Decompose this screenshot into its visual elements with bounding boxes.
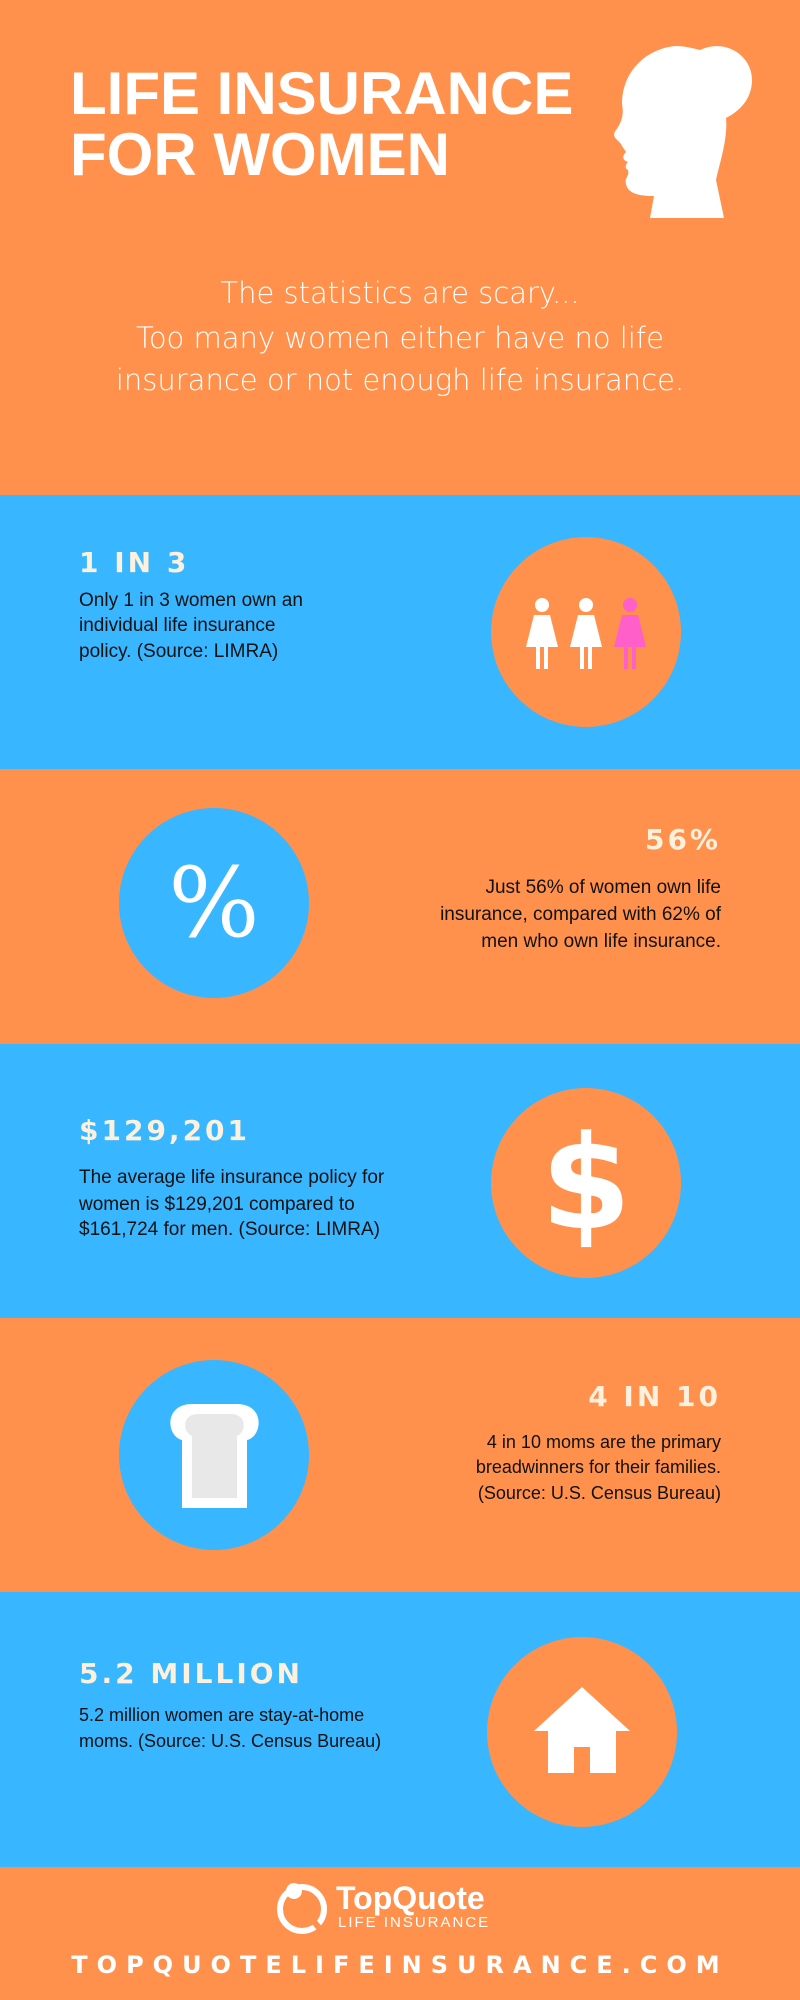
stat-text: Only 1 in 3 women own an xyxy=(79,590,303,611)
website-url[interactable]: TOPQUOTELIFEINSURANCE.COM xyxy=(71,1951,729,1979)
stat-text: 4 in 10 moms are the primary xyxy=(486,1432,721,1452)
stat-text: breadwinners for their families. xyxy=(475,1457,721,1477)
icon-circle xyxy=(491,1088,681,1278)
stat-text: (Source: U.S. Census Bureau) xyxy=(477,1483,721,1503)
title-line: LIFE INSURANCE xyxy=(70,60,574,127)
stat-text: 5.2 million women are stay-at-home xyxy=(79,1705,365,1725)
stat-text: $161,724 for men. (Source: LIMRA) xyxy=(79,1219,380,1240)
stat-heading: 5.2 MILLION xyxy=(79,1657,303,1690)
woman-head-icon xyxy=(614,46,752,218)
percent-icon: % xyxy=(168,847,260,959)
title-line: FOR WOMEN xyxy=(70,121,450,188)
stat-text: policy. (Source: LIMRA) xyxy=(79,641,279,662)
stat-heading: 4 IN 10 xyxy=(588,1380,721,1413)
logo-mark xyxy=(277,1883,327,1934)
subtitle-line: Too many women either have no life xyxy=(136,321,664,355)
stat-heading: 56% xyxy=(644,823,721,856)
women-icon xyxy=(526,598,646,669)
stat-text: insurance, compared with 62% of xyxy=(440,904,721,925)
stat-text: Just 56% of women own life xyxy=(485,877,721,898)
logo-name: TopQuote xyxy=(336,1880,485,1916)
dollar-icon: $ xyxy=(540,1107,632,1259)
logo-tagline: LIFE INSURANCE xyxy=(338,1914,491,1931)
subtitle-line: The statistics are scary... xyxy=(220,276,580,310)
subtitle-line: insurance or not enough life insurance. xyxy=(115,363,685,397)
stat-text: men who own life insurance. xyxy=(481,931,721,952)
stat-text: individual life insurance xyxy=(79,615,276,636)
stat-heading: $129,201 xyxy=(79,1114,251,1147)
icon-circle xyxy=(119,808,309,998)
stat-heading: 1 IN 3 xyxy=(79,546,190,579)
house-icon xyxy=(534,1687,630,1773)
stat-text: The average life insurance policy for xyxy=(79,1167,385,1188)
stat-text: moms. (Source: U.S. Census Bureau) xyxy=(79,1731,382,1751)
bread-icon xyxy=(170,1404,259,1508)
footer-band xyxy=(0,1867,800,2000)
stat-text: women is $129,201 compared to xyxy=(79,1194,355,1215)
